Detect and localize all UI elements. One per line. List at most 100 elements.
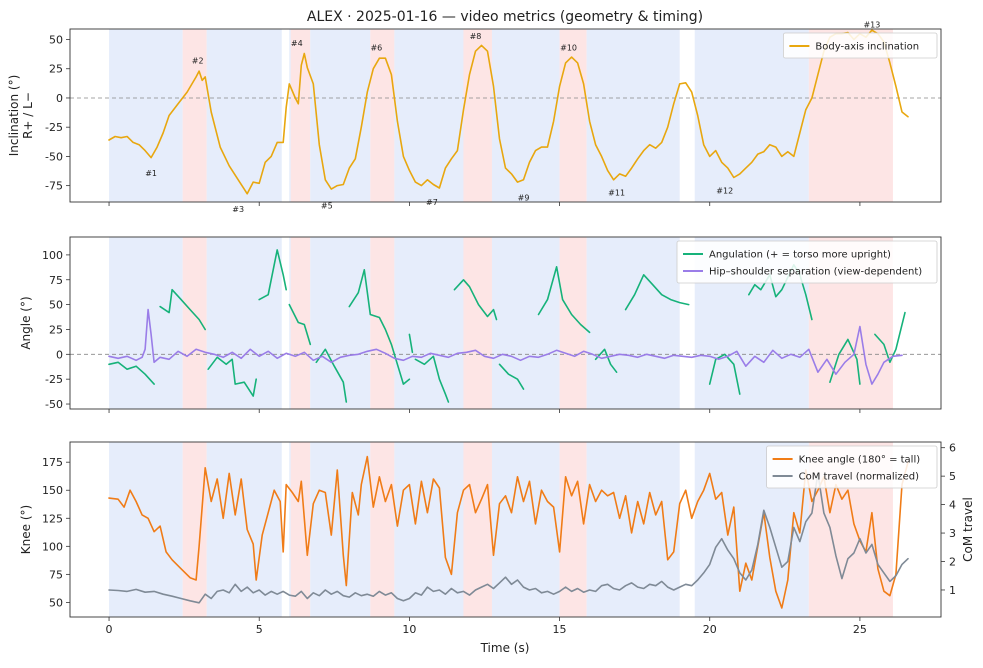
traverse-phase-band: [206, 442, 282, 617]
y-axis-label: R+ / L−: [21, 92, 35, 139]
event-annotation: #8: [470, 32, 482, 41]
traverse-phase-band: [206, 237, 282, 409]
traverse-phase-band: [109, 442, 183, 617]
y-tick-label: 75: [49, 274, 63, 287]
panel-3: 50 75 100 125 150 175 0 5 10 15 20 25 1 2 3 4 5 6 CoM trav…: [19, 441, 975, 636]
legend-box: [676, 240, 938, 284]
y-tick-label: -50: [45, 398, 63, 411]
legend-box: [783, 32, 938, 59]
angulation-series-line: [408, 333, 414, 354]
y-tick-label: -25: [45, 373, 63, 386]
legend-entry: Knee angle (180° = tall): [799, 455, 921, 466]
event-annotation: #6: [370, 44, 382, 53]
turn-phase-band: [182, 237, 207, 409]
y-axis-label: Angle (°): [19, 296, 33, 349]
legend-entry: CoM travel (normalized): [799, 472, 920, 483]
legend: Body-axis inclination: [783, 32, 938, 59]
phase-shading: [109, 29, 893, 202]
x-tick-label: 0: [106, 623, 113, 636]
angulation-series-line: [159, 288, 206, 331]
traverse-phase-band: [394, 237, 464, 409]
y-tick-label: 0: [56, 348, 63, 361]
y2-tick-label: 3: [949, 527, 956, 540]
angulation-series-line: [348, 269, 411, 385]
plot-frame: [69, 236, 942, 410]
panel-2: -50 -25 0 25 50 75 100 Angle (°) Angulation (+ =…: [19, 236, 942, 413]
turn-phase-band: [182, 29, 207, 202]
y-tick-label: 175: [42, 456, 63, 469]
turn-phase-band: [370, 29, 395, 202]
knee-series-line: [108, 455, 909, 609]
legend-entry: Angulation (+ = torso more upright): [709, 250, 891, 261]
y-tick-label: 50: [49, 596, 63, 609]
legend: Knee angle (180° = tall) CoM travel (norm…: [766, 445, 938, 489]
y-tick-label: -75: [45, 180, 63, 193]
event-annotation: #2: [192, 57, 204, 66]
series-group: [108, 455, 909, 609]
angulation-series-line: [207, 356, 257, 397]
traverse-phase-band: [394, 29, 464, 202]
traverse-phase-band: [586, 442, 680, 617]
y-tick-label: 25: [49, 323, 63, 336]
event-annotation: #7: [426, 198, 438, 207]
event-annotation: #10: [560, 44, 577, 53]
y-tick-label: -50: [45, 150, 63, 163]
traverse-phase-band: [310, 29, 371, 202]
turn-phase-band: [370, 442, 395, 617]
y-axis-label: Inclination (°): [7, 75, 21, 157]
event-annotation: #1: [145, 169, 157, 178]
traverse-phase-band: [289, 237, 291, 409]
legend: Angulation (+ = torso more upright) Hip–s…: [676, 240, 938, 284]
angulation-series-line: [708, 353, 741, 395]
legend-entry: Body-axis inclination: [815, 42, 919, 53]
y2-tick-label: 1: [949, 584, 956, 597]
legend-entry: Hip–shoulder separation (view-dependent): [709, 267, 922, 278]
y2-axis-label: CoM travel: [961, 497, 975, 562]
turn-phase-band: [290, 442, 311, 617]
series-group: [108, 29, 909, 195]
angulation-series-line: [108, 361, 155, 385]
y-tick-label: 100: [42, 249, 63, 262]
event-annotation: #11: [608, 189, 625, 198]
y-tick-label: 125: [42, 512, 63, 525]
turn-phase-band: [559, 29, 587, 202]
y-tick-label: 50: [49, 34, 63, 47]
bodyaxis-series-line: [108, 29, 909, 195]
traverse-phase-band: [109, 237, 183, 409]
x-tick-label: 5: [256, 623, 263, 636]
event-annotation: #5: [321, 202, 333, 211]
event-annotation: #3: [232, 205, 244, 214]
chart-title: ALEX · 2025-01-16 — video metrics (geome…: [307, 9, 703, 25]
traverse-phase-band: [491, 29, 560, 202]
plot-frame: [69, 441, 942, 618]
y-tick-label: 50: [49, 299, 63, 312]
angulation-series-line: [453, 279, 498, 321]
com-series-line: [108, 472, 909, 604]
turn-phase-band: [463, 29, 492, 202]
y-tick-label: 100: [42, 540, 63, 553]
angulation-series-line: [498, 363, 525, 390]
legend-box: [766, 445, 938, 489]
x-tick-label: 10: [402, 623, 416, 636]
y-axis-label: Knee (°): [19, 505, 33, 554]
angulation-series-line: [315, 348, 348, 403]
traverse-phase-band: [109, 29, 183, 202]
x-tick-label: 25: [853, 623, 867, 636]
angulation-series-line: [258, 249, 287, 301]
y2-tick-label: 6: [949, 442, 956, 455]
angulation-series-line: [624, 274, 690, 311]
traverse-phase-band: [310, 442, 371, 617]
x-tick-label: 15: [553, 623, 567, 636]
traverse-phase-band: [586, 237, 680, 409]
y-tick-label: 75: [49, 568, 63, 581]
traverse-phase-band: [289, 29, 291, 202]
turn-phase-band: [182, 442, 207, 617]
traverse-phase-band: [586, 29, 680, 202]
event-annotation: #9: [518, 193, 530, 202]
event-annotation: #13: [863, 20, 880, 29]
traverse-phase-band: [310, 237, 371, 409]
y-tick-label: 0: [56, 92, 63, 105]
turn-phase-band: [463, 237, 492, 409]
panel-1: -75 -50 -25 0 25 50 Inclination (°) R+ / L− #1 #2…: [7, 20, 942, 214]
